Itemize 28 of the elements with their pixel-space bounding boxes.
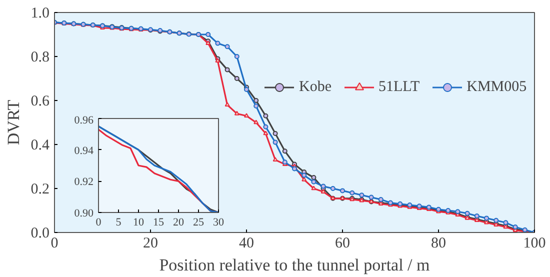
y-tick-label: 0.6 [30,94,50,110]
x-tick-label: 100 [523,236,546,252]
x-tick-label: 20 [143,236,158,252]
y-axis-title: DVRT [4,99,23,146]
legend-label: 51LLT [378,78,420,96]
y-tick-label: 0.4 [30,138,50,154]
y-tick-label: 0.92 [74,176,94,188]
x-tick-label: 10 [133,216,144,228]
y-tick-label: 0.8 [30,50,50,66]
x-tick-label: 5 [116,216,122,228]
x-tick-label: 30 [213,216,224,228]
x-tick-label: 0 [50,236,58,252]
x-tick-label: 80 [431,236,446,252]
x-tick-label: 0 [96,216,102,228]
x-axis-title: Position relative to the tunnel portal / m [159,256,430,274]
y-tick-label: 0.94 [74,144,94,157]
y-tick-label: 0.90 [74,208,94,220]
y-tick-label: 1.0 [30,6,50,22]
legend-label: Kobe [299,78,332,96]
y-tick-label: 0.2 [30,182,50,198]
legend-label: KMM005 [466,78,527,96]
x-tick-label: 60 [335,236,350,252]
x-tick-label: 20 [173,216,184,228]
y-tick-label: 0.0 [30,226,50,242]
x-tick-label: 15 [153,216,164,228]
y-tick-label: 0.96 [74,114,94,126]
x-tick-label: 40 [239,236,254,252]
x-tick-label: 25 [193,216,204,228]
